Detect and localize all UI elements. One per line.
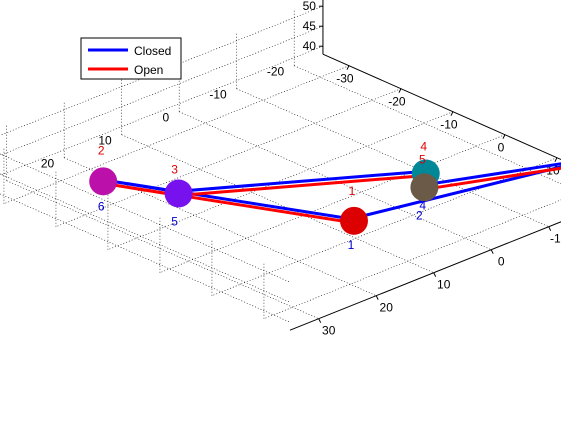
- x-tick-label: 0: [498, 141, 505, 155]
- point-label-open: 4: [420, 139, 427, 153]
- y-tick-mark: [433, 272, 437, 277]
- point-label-open: 1: [349, 184, 356, 198]
- x-tick-mark: [502, 134, 506, 139]
- point-layer: [89, 159, 440, 235]
- grid-line-left-z: [0, 45, 324, 176]
- y-axis-line: [289, 221, 561, 331]
- marker-point-1: [339, 206, 368, 235]
- grid-line-left-z: [0, 25, 324, 156]
- grid-line-floor-x: [3, 65, 350, 204]
- y-tick-mark: [375, 295, 379, 300]
- x-tick-label: -20: [388, 95, 406, 109]
- y-tick-mark: [318, 318, 322, 323]
- marker-point-2: [89, 167, 118, 196]
- z-tick-label: 40: [303, 39, 317, 53]
- x-tick-mark: [398, 88, 402, 93]
- y-tick-label-left: 10: [98, 134, 112, 148]
- grid-layer: [0, 5, 561, 323]
- grid-line-floor-x: [107, 111, 454, 250]
- z-tick-label: 45: [303, 19, 317, 33]
- y-tick-label-left: 0: [163, 111, 170, 125]
- legend-label-closed: Closed: [134, 44, 171, 58]
- x-tick-label: -30: [336, 72, 354, 86]
- y-tick-label: 0: [498, 255, 505, 269]
- x-tick-mark: [450, 111, 454, 116]
- y-tick-label-left: 20: [41, 157, 55, 171]
- point-label-open: 5: [419, 152, 426, 166]
- marker-point-3: [164, 179, 193, 208]
- grid-line-floor-y: [121, 134, 434, 273]
- marker-point-5: [410, 173, 439, 202]
- point-label-open: 2: [98, 143, 105, 157]
- grid-line-floor-x: [263, 199, 561, 319]
- legend: Closed Open: [80, 37, 182, 80]
- point-label-closed: 6: [98, 199, 105, 213]
- x-tick-mark: [554, 157, 558, 162]
- grid-line-floor-y: [236, 88, 549, 227]
- legend-label-open: Open: [134, 63, 163, 77]
- legend-box: [80, 37, 182, 80]
- y-tick-label-left: -20: [267, 65, 285, 79]
- point-label-closed: 1: [348, 238, 355, 252]
- y-tick-label: -10: [550, 232, 561, 246]
- x-tick-mark: [346, 65, 350, 70]
- grid-line-floor-y: [6, 180, 319, 319]
- x-axis-line: [322, 53, 561, 161]
- tick-labels: -30-20-1001020-20-100102030-20-100102030…: [41, 0, 561, 338]
- x-tick-label: -10: [440, 118, 458, 132]
- grid-line-floor-x: [211, 157, 558, 296]
- point-labels: 112635445263: [98, 139, 428, 252]
- y-tick-mark: [548, 226, 552, 231]
- y-tick-label: 30: [322, 324, 336, 338]
- z-tick-label: 50: [303, 0, 317, 13]
- axis-layer: [289, 0, 561, 331]
- point-label-closed: 4: [419, 198, 426, 212]
- grid-line-floor-x: [55, 88, 402, 227]
- point-label-closed: 5: [171, 215, 178, 229]
- series-line-open: [101, 166, 561, 225]
- y-tick-label: 10: [437, 278, 451, 292]
- y-tick-label-left: -10: [209, 88, 227, 102]
- y-tick-mark: [490, 249, 494, 254]
- grid-line-left-z: [0, 5, 324, 136]
- y-tick-label: 20: [380, 301, 394, 315]
- point-label-closed: 2: [416, 208, 423, 222]
- point-label-open: 3: [171, 163, 178, 177]
- grid-line-floor-x: [159, 134, 506, 273]
